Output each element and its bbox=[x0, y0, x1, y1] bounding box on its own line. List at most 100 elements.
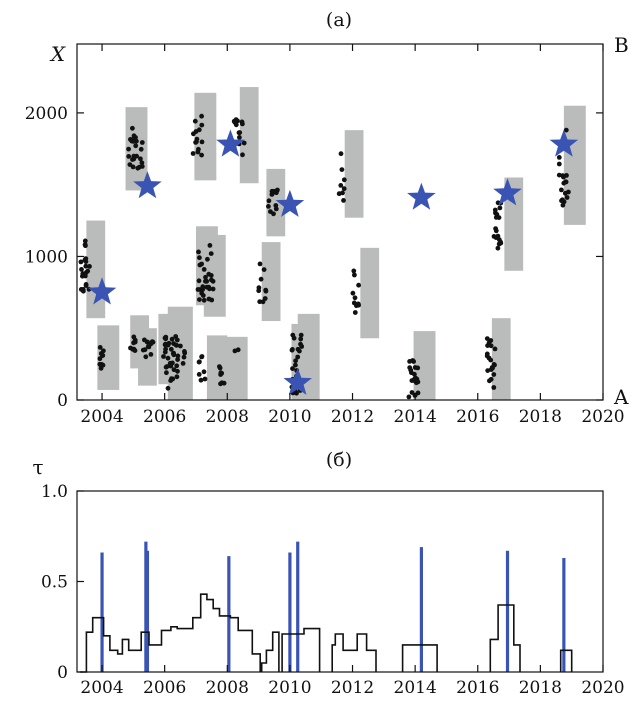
data-point bbox=[196, 146, 201, 152]
interval-box bbox=[344, 130, 364, 218]
data-point bbox=[190, 151, 196, 156]
interval-box bbox=[203, 234, 226, 317]
data-point bbox=[132, 348, 138, 353]
data-point bbox=[256, 288, 262, 294]
x-tick-label: 2008 bbox=[206, 678, 249, 698]
x-tick-label: 2018 bbox=[519, 678, 562, 698]
data-point bbox=[209, 277, 214, 283]
data-point bbox=[298, 336, 304, 342]
x-tick-label: 2014 bbox=[394, 407, 437, 427]
interval-box bbox=[504, 177, 524, 271]
event-star bbox=[549, 129, 579, 157]
data-point bbox=[341, 186, 347, 192]
interval-box bbox=[360, 247, 380, 339]
x-tick-label: 2004 bbox=[80, 407, 123, 427]
data-point bbox=[201, 369, 207, 375]
data-point bbox=[207, 243, 213, 248]
data-point bbox=[196, 249, 201, 255]
data-point bbox=[488, 343, 494, 349]
data-point bbox=[271, 188, 277, 194]
data-point bbox=[261, 267, 267, 272]
data-point bbox=[193, 140, 199, 145]
data-point bbox=[82, 273, 88, 279]
data-point bbox=[199, 122, 205, 128]
data-point bbox=[206, 271, 212, 277]
data-point bbox=[168, 346, 174, 352]
data-point bbox=[232, 348, 238, 354]
data-point bbox=[258, 276, 264, 282]
data-point bbox=[406, 394, 412, 400]
data-point bbox=[484, 336, 490, 341]
data-point bbox=[273, 206, 279, 212]
data-point bbox=[197, 297, 202, 302]
data-point bbox=[491, 385, 497, 390]
data-point bbox=[140, 347, 146, 353]
data-point bbox=[139, 164, 145, 169]
data-point bbox=[409, 378, 415, 383]
data-point bbox=[178, 343, 183, 349]
data-point bbox=[174, 342, 180, 348]
data-point bbox=[414, 380, 419, 386]
data-point bbox=[339, 167, 345, 173]
right-top-label: B bbox=[614, 33, 629, 57]
data-point bbox=[341, 177, 347, 183]
data-point bbox=[133, 143, 139, 149]
data-point bbox=[175, 353, 181, 359]
data-point bbox=[233, 117, 239, 122]
data-point bbox=[203, 274, 208, 280]
data-point bbox=[97, 356, 103, 362]
data-point bbox=[350, 290, 356, 296]
data-point bbox=[200, 284, 206, 290]
data-point bbox=[497, 205, 503, 211]
event-star bbox=[133, 171, 162, 199]
data-point bbox=[165, 342, 171, 348]
b-steps bbox=[80, 593, 573, 673]
b-ticks: 2004 2006 2008 2010 2012 2014 2016 2018 2020 0 0.5… bbox=[41, 482, 625, 698]
data-point bbox=[132, 339, 138, 345]
data-point bbox=[490, 365, 495, 371]
y-tick-label: 2000 bbox=[25, 104, 68, 124]
data-point bbox=[563, 127, 569, 133]
data-point bbox=[492, 346, 498, 352]
panel-a-label: (a) bbox=[326, 9, 352, 31]
data-point bbox=[295, 354, 301, 360]
x-tick-label: 2006 bbox=[143, 678, 186, 698]
data-point bbox=[556, 155, 562, 160]
data-point bbox=[559, 187, 564, 193]
data-point bbox=[180, 361, 186, 366]
data-point bbox=[165, 385, 171, 391]
data-point bbox=[414, 376, 420, 382]
data-point bbox=[83, 259, 89, 264]
data-point bbox=[240, 121, 245, 127]
data-point bbox=[257, 299, 263, 305]
panel-a-frame bbox=[76, 43, 604, 401]
data-point bbox=[148, 352, 154, 357]
tau-step-line bbox=[559, 649, 573, 672]
interval-box bbox=[239, 87, 259, 184]
panel-a-y-label: X bbox=[49, 42, 66, 66]
data-point bbox=[492, 207, 498, 213]
x-tick-label: 2004 bbox=[80, 678, 123, 698]
data-point bbox=[167, 360, 173, 366]
data-point bbox=[204, 278, 210, 284]
tau-step-line bbox=[260, 631, 280, 672]
data-point bbox=[491, 372, 497, 377]
interval-box bbox=[225, 336, 248, 400]
data-point bbox=[161, 354, 166, 359]
data-point bbox=[240, 152, 245, 158]
data-point bbox=[163, 364, 169, 370]
data-point bbox=[485, 368, 491, 373]
interval-box bbox=[266, 168, 286, 237]
data-point bbox=[130, 164, 136, 170]
event-star bbox=[275, 189, 305, 217]
x-tick-label: 2020 bbox=[581, 678, 624, 698]
data-point bbox=[174, 374, 180, 380]
tau-step-line bbox=[80, 593, 262, 673]
data-point bbox=[97, 345, 103, 350]
data-point bbox=[206, 296, 212, 302]
data-point bbox=[266, 198, 272, 204]
data-point bbox=[562, 190, 568, 196]
data-point bbox=[130, 125, 135, 131]
data-point bbox=[241, 140, 247, 146]
